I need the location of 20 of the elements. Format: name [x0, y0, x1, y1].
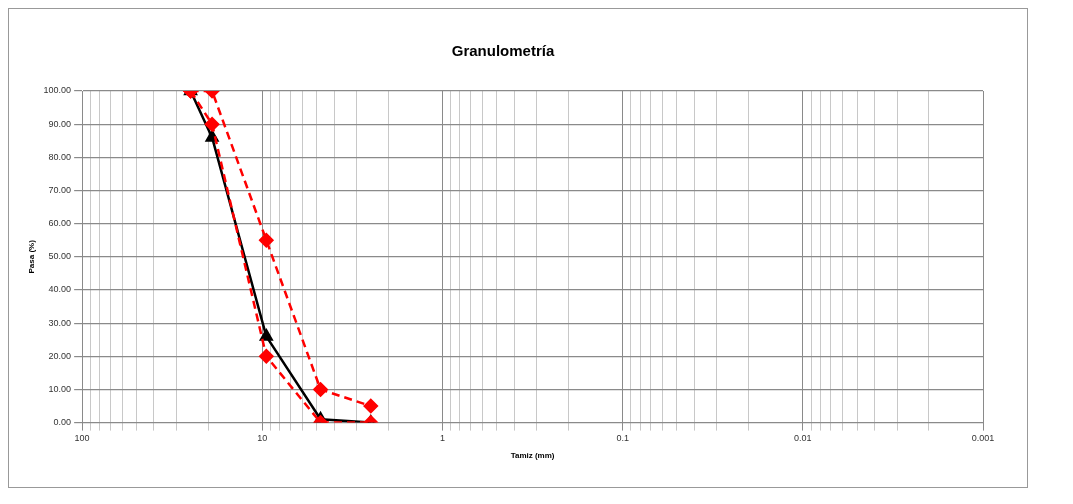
x-axis-title: Tamiz (mm) [510, 451, 555, 461]
y-tick-label: 10.00 [48, 383, 72, 394]
y-tick-label: 80.00 [48, 151, 72, 162]
y-axis-title: Pasa (%) [27, 239, 36, 274]
y-tick-label: 20.00 [48, 350, 72, 361]
y-tick-label: 90.00 [48, 118, 72, 129]
x-tick-label: 1 [439, 433, 445, 444]
y-tick-label: 60.00 [48, 218, 72, 229]
x-tick-label: 10 [257, 433, 268, 444]
y-tick-label: 100.00 [43, 85, 72, 96]
chart-title: Granulometría [451, 42, 555, 60]
y-tick-label: 40.00 [48, 284, 72, 295]
x-tick-label: 0.1 [616, 433, 629, 444]
y-tick-label: 30.00 [48, 317, 72, 328]
x-tick-label: 0.01 [794, 433, 812, 444]
y-tick-label: 50.00 [48, 251, 72, 262]
y-tick-label: 0.00 [53, 417, 72, 428]
x-tick-label: 0.001 [971, 433, 995, 444]
x-tick-label: 100 [74, 433, 90, 444]
y-tick-label: 70.00 [48, 184, 72, 195]
